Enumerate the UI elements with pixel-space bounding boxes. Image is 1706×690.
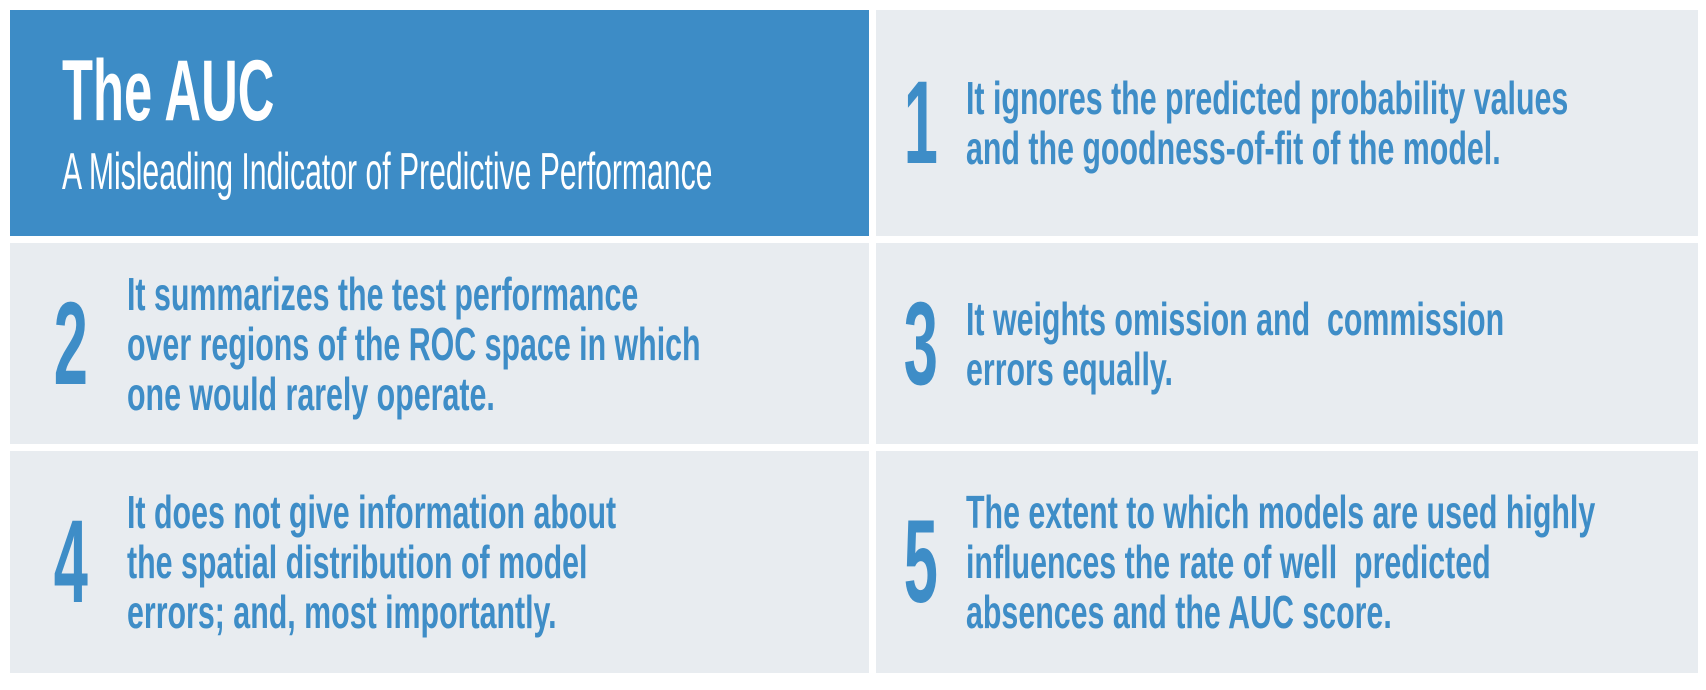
point-2-text: It summarizes the test performance over …: [127, 267, 701, 420]
point-number-wrap: 2: [38, 285, 100, 403]
page-subtitle: A Misleading Indicator of Predictive Per…: [62, 143, 713, 201]
point-panel-4: 4 It does not give information about the…: [10, 451, 869, 673]
point-5-text: The extent to which models are used high…: [966, 486, 1596, 638]
point-2-number: 2: [53, 277, 88, 410]
title-panel: The AUC A Misleading Indicator of Predic…: [10, 10, 869, 236]
point-1-number: 1: [903, 57, 938, 189]
point-number-wrap: 3: [888, 285, 950, 403]
point-3-text: It weights omission and commission error…: [966, 292, 1505, 395]
point-number-wrap: 5: [888, 503, 950, 621]
point-panel-3: 3 It weights omission and commission err…: [876, 243, 1698, 444]
point-panel-1: 1 It ignores the predicted probability v…: [876, 10, 1698, 236]
point-3-number: 3: [903, 277, 938, 410]
point-number-wrap: 1: [888, 64, 950, 182]
point-4-text: It does not give information about the s…: [127, 486, 617, 638]
infographic-grid: The AUC A Misleading Indicator of Predic…: [10, 10, 1698, 673]
point-1-text: It ignores the predicted probability val…: [966, 72, 1569, 174]
point-number-wrap: 4: [38, 503, 100, 621]
point-5-number: 5: [903, 496, 938, 628]
point-panel-5: 5 The extent to which models are used hi…: [876, 451, 1698, 673]
point-4-number: 4: [53, 496, 88, 628]
page-title: The AUC: [62, 43, 275, 139]
point-panel-2: 2 It summarizes the test performance ove…: [10, 243, 869, 444]
